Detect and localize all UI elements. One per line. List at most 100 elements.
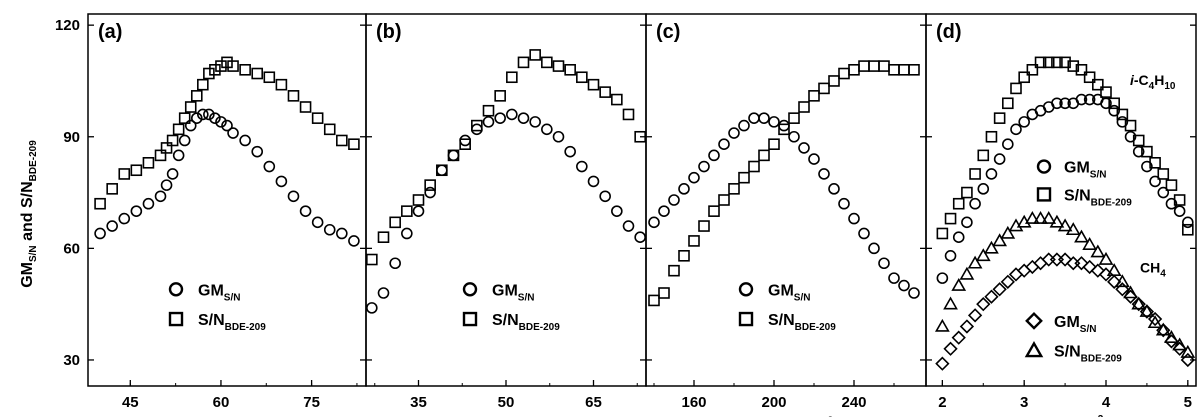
x-tick-label: 160 [681,394,706,411]
data-point-square [517,56,530,69]
data-point-square [1092,78,1104,91]
data-point-square [287,90,300,102]
data-point-circle [622,220,635,232]
data-point-circle [197,108,209,121]
data-point-circle [1165,197,1178,210]
data-point-square [251,67,264,80]
data-point-square [1173,194,1186,206]
data-point-circle [471,123,483,136]
legend-marker-diamond [1025,312,1043,330]
data-point-square [160,142,173,154]
data-point-triangle [1106,263,1122,276]
data-point-square [1034,56,1047,69]
data-point-square [668,264,680,277]
data-point-circle [888,272,900,284]
legend-label: GMS/N [198,282,240,303]
data-point-circle [251,145,264,158]
series-0 [366,108,646,314]
data-point-diamond [951,330,966,345]
series-1 [94,56,360,210]
data-point-square [678,250,690,262]
data-point-circle [587,175,600,188]
data-point-circle [688,171,700,184]
data-point-circle [227,127,239,139]
data-point-square [1124,119,1137,132]
legend-label: GMS/N [1054,314,1096,335]
data-point-circle [1108,104,1120,117]
y-axis-title: GMS/N and S/NBDE-209 [19,140,39,288]
data-point-triangle [1057,218,1073,232]
data-point-circle [190,112,203,124]
data-point-square [868,60,880,72]
legend-label: S/NBDE-209 [1054,344,1122,365]
data-point-triangle [1123,285,1138,299]
data-point-circle [348,235,360,247]
data-point-diamond [984,289,999,304]
data-point-square [622,108,635,121]
data-point-square [190,90,203,102]
data-point-circle [1100,97,1112,110]
data-point-triangle [967,255,983,269]
data-point-circle [788,130,800,143]
y-axis-title-text: GMS/N and S/NBDE-209 [19,140,39,288]
data-point-circle [718,138,730,150]
data-point-circle [1059,97,1071,110]
data-point-circle [459,134,471,147]
series-3 [934,210,1196,358]
data-point-circle [106,220,118,232]
data-point-square [172,123,185,136]
data-point-square [838,67,850,80]
data-point-square [1042,56,1055,69]
data-point-triangle [1155,322,1171,336]
y-tick-label: 30 [63,352,80,369]
data-point-circle [482,116,495,128]
data-point-square [1010,82,1022,95]
data-point-square [459,138,471,150]
data-point-circle [1075,93,1088,106]
legend-marker-circle [738,282,754,297]
legend: GMS/N S/NBDE-209 [738,282,836,333]
data-point-circle [436,164,448,177]
legend-label: S/NBDE-209 [198,312,266,333]
data-point-circle [1051,97,1063,110]
data-point-circle [878,257,890,270]
data-point-square [275,78,288,91]
legend: GMS/N S/NBDE-209 [168,282,266,333]
data-point-square [985,130,998,143]
legend-label: GMS/N [768,282,810,303]
data-point-circle [203,108,215,121]
data-point-circle [576,160,588,173]
annotation-iso-butane: i-C4H10 [1130,72,1176,92]
data-point-circle [758,112,770,124]
data-point-square [634,130,646,143]
data-point-circle [818,168,830,180]
plot-frame [925,13,1197,387]
data-point-diamond [1107,274,1122,289]
data-point-triangle [1082,237,1098,250]
data-point-triangle [1180,344,1196,358]
data-point-circle [868,242,880,255]
data-point-circle [908,287,920,299]
data-point-circle [1083,93,1096,106]
data-point-triangle [1049,214,1065,228]
data-point-square [952,197,965,210]
data-point-triangle [1131,296,1147,310]
data-point-square [1002,97,1014,110]
data-point-square [348,138,360,150]
data-point-circle [447,149,460,162]
data-point-diamond [1115,282,1130,297]
data-point-square [758,149,770,162]
data-point-square [154,149,167,162]
data-point-square [471,119,483,132]
data-point-square [828,75,840,87]
data-point-diamond [1017,263,1032,278]
data-point-circle [936,272,949,284]
data-point-square [698,220,710,232]
data-point-square [263,71,276,84]
series-1 [648,60,920,307]
data-point-square [969,168,981,180]
data-point-circle [969,197,981,210]
series-1 [936,56,1194,240]
